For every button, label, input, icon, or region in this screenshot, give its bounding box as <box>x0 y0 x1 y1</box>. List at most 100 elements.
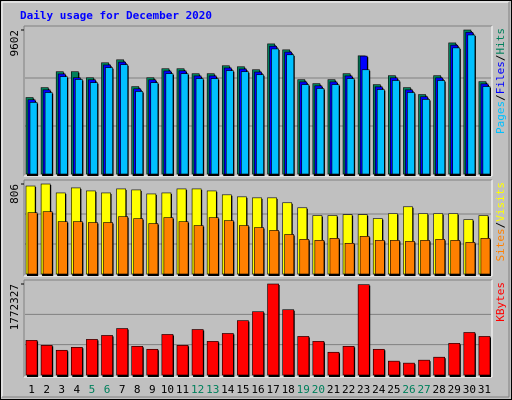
bar <box>433 356 446 376</box>
bar <box>195 78 204 175</box>
x-tick-label: 16 <box>251 383 264 396</box>
bar <box>450 240 461 275</box>
chart-title: Daily usage for December 2020 <box>20 9 212 22</box>
bar <box>376 89 385 175</box>
legend-entry: Pages <box>494 101 507 134</box>
bar <box>312 341 325 376</box>
bar <box>105 67 113 175</box>
bar <box>103 222 113 275</box>
bar <box>40 345 53 376</box>
legend-separator: / <box>494 55 507 62</box>
bar <box>29 102 38 175</box>
bar <box>55 349 68 376</box>
bar <box>286 54 295 175</box>
x-tick-label: 28 <box>433 383 446 396</box>
bar <box>374 240 385 275</box>
bar <box>27 212 38 275</box>
x-tick-label: 2 <box>43 383 50 396</box>
bar <box>346 78 355 175</box>
bar <box>297 336 310 376</box>
legend-separator: / <box>494 222 507 229</box>
bar <box>467 34 476 175</box>
y-tick-label: 806 <box>8 184 21 204</box>
bar <box>146 348 159 376</box>
bar <box>25 340 38 376</box>
x-tick-label: 6 <box>104 383 111 396</box>
x-tick-label: 7 <box>119 383 126 396</box>
x-tick-label: 26 <box>402 383 415 396</box>
x-tick-label: 8 <box>134 383 141 396</box>
bar <box>420 240 430 275</box>
bar <box>208 217 219 275</box>
x-tick-label: 10 <box>161 383 174 396</box>
x-tick-label: 11 <box>176 383 189 396</box>
bar <box>342 346 355 376</box>
legend-separator: / <box>494 94 507 101</box>
bar <box>86 339 98 376</box>
bar <box>403 362 415 376</box>
bar <box>90 82 98 175</box>
bar <box>480 238 491 275</box>
bar <box>465 242 476 275</box>
bar <box>223 220 234 275</box>
bar <box>327 351 340 376</box>
x-tick-label: 23 <box>357 383 370 396</box>
bar <box>180 73 189 175</box>
bar <box>191 329 204 376</box>
bar <box>314 240 325 275</box>
x-tick-label: 20 <box>312 383 325 396</box>
x-tick-label: 24 <box>372 383 386 396</box>
bar <box>437 80 446 175</box>
x-tick-label: 27 <box>417 383 430 396</box>
bar <box>316 88 325 175</box>
bar <box>150 82 159 175</box>
bar <box>116 328 128 376</box>
x-tick-label: 18 <box>282 383 295 396</box>
bar <box>478 336 491 376</box>
x-tick-label: 17 <box>266 383 279 396</box>
x-tick-label: 4 <box>74 383 81 396</box>
x-tick-label: 15 <box>236 383 249 396</box>
bar <box>237 320 249 376</box>
bar <box>388 360 400 376</box>
legend-entry: Sites <box>494 228 507 261</box>
bar <box>422 99 430 175</box>
x-tick-label: 31 <box>478 383 491 396</box>
bar <box>74 79 83 175</box>
bar <box>131 346 144 376</box>
bar <box>482 86 491 175</box>
bar <box>282 309 295 376</box>
bar <box>42 211 53 275</box>
x-tick-label: 19 <box>297 383 310 396</box>
bar <box>225 70 234 175</box>
y-tick-label: 9602 <box>8 30 21 57</box>
x-tick-label: 21 <box>327 383 340 396</box>
bar <box>163 217 174 275</box>
bar <box>101 335 113 376</box>
x-tick-label: 5 <box>89 383 96 396</box>
bar <box>72 221 83 275</box>
bar <box>59 76 68 175</box>
bar <box>165 73 174 175</box>
bar <box>241 71 249 175</box>
bar <box>435 239 446 275</box>
bar <box>120 64 128 175</box>
x-tick-label: 14 <box>221 383 235 396</box>
bar <box>301 84 310 175</box>
bar <box>463 332 476 376</box>
bar <box>372 348 385 376</box>
bar <box>271 48 279 175</box>
x-tick-label: 12 <box>191 383 204 396</box>
x-tick-label: 3 <box>58 383 65 396</box>
bar <box>392 80 400 175</box>
x-tick-label: 13 <box>206 383 219 396</box>
bar <box>405 241 415 275</box>
bar <box>267 283 279 376</box>
bar <box>118 216 128 275</box>
bar <box>329 238 340 275</box>
bar <box>44 92 53 175</box>
x-tick-label: 30 <box>463 383 476 396</box>
bar <box>135 91 144 175</box>
bar <box>331 84 340 175</box>
